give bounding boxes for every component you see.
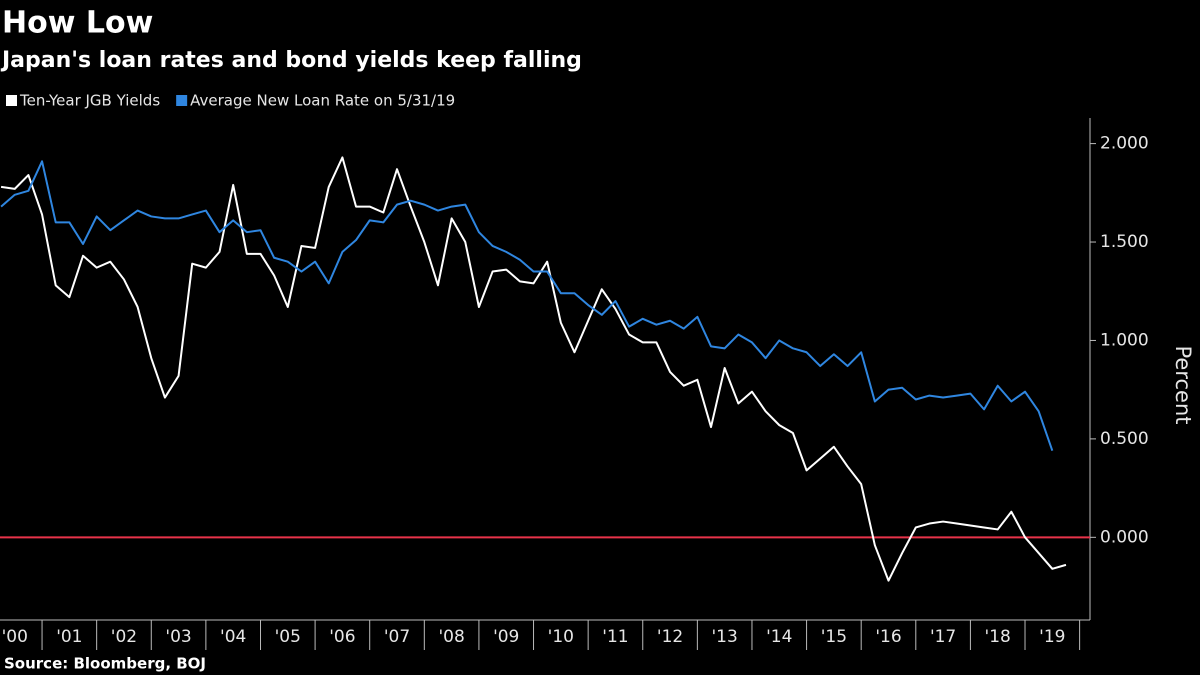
legend-label: Average New Loan Rate on 5/31/19 [190, 92, 455, 110]
x-tick-label: '07 [384, 627, 410, 647]
y-tick-label: 0.500 [1100, 429, 1149, 449]
x-tick-label: '09 [493, 627, 519, 647]
y-tick-label: 2.000 [1100, 134, 1149, 154]
x-tick-label: '14 [766, 627, 792, 647]
x-tick-label: '02 [111, 627, 137, 647]
x-tick-label: '17 [930, 627, 956, 647]
y-tick-label: 1.000 [1100, 330, 1149, 350]
x-tick-label: '00 [2, 627, 28, 647]
x-tick-label: '12 [657, 627, 683, 647]
x-tick-label: '01 [56, 627, 82, 647]
x-tick-label: '05 [275, 627, 301, 647]
y-tick-label: 0.000 [1100, 527, 1149, 547]
x-tick-label: '06 [329, 627, 355, 647]
x-tick-label: '18 [985, 627, 1011, 647]
x-tick-label: '16 [875, 627, 901, 647]
legend-swatch [176, 95, 188, 106]
legend-swatch [6, 95, 17, 106]
x-tick-label: '13 [712, 627, 738, 647]
series-line [0, 160, 1054, 452]
x-tick-label: '19 [1039, 627, 1065, 647]
x-tick-label: '15 [821, 627, 847, 647]
chart-subtitle: Japan's loan rates and bond yields keep … [0, 48, 582, 73]
y-axis-title: Percent [1171, 345, 1195, 424]
x-tick-label: '08 [438, 627, 464, 647]
source: Source: Bloomberg, BOJ [4, 655, 206, 673]
chart-title: How Low [2, 6, 153, 41]
legend-label: Ten-Year JGB Yields [19, 92, 160, 110]
x-tick-label: '11 [602, 627, 628, 647]
x-tick-label: '04 [220, 627, 246, 647]
x-tick-label: '03 [165, 627, 191, 647]
y-tick-label: 1.500 [1100, 232, 1149, 252]
x-tick-label: '10 [548, 627, 574, 647]
series-line [0, 156, 1067, 582]
